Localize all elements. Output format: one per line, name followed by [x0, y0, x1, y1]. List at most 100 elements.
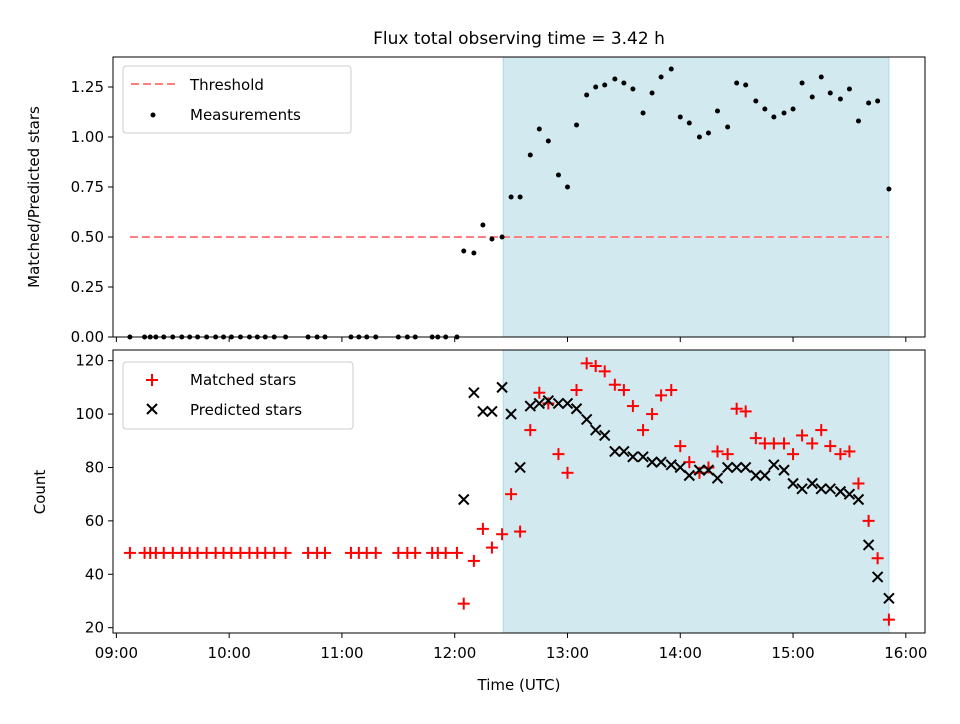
matched-star-point [476, 522, 489, 535]
matched-star-point [824, 440, 837, 453]
predicted-stars-series [458, 381, 895, 604]
bottom-y-tick-label: 20 [85, 619, 104, 637]
measurement-point [545, 138, 551, 144]
measurement-point [489, 236, 495, 242]
measurement-point [686, 120, 692, 126]
matched-star-point [767, 437, 780, 450]
measurement-point [866, 100, 872, 106]
predicted-star-point [580, 413, 593, 426]
predicted-star-point [468, 387, 480, 399]
predicted-star-point [486, 405, 498, 418]
measurement-point [771, 114, 777, 120]
top-y-tick-label: 0.25 [71, 278, 104, 296]
bottom-y-ticks: 20 40 60 80 100 120 [75, 352, 113, 637]
predicted-star-point [570, 403, 583, 415]
measurement-point [855, 118, 861, 124]
measurement-point [471, 250, 477, 256]
measurement-point [705, 130, 711, 136]
legend-measurements-swatch [150, 112, 156, 118]
matched-star-point [796, 429, 809, 442]
x-tick-label: 15:00 [771, 644, 814, 662]
measurement-point [790, 106, 796, 112]
x-tick-label: 10:00 [208, 644, 251, 662]
measurement-point [508, 194, 514, 200]
top-y-tick-label: 0.50 [71, 228, 104, 246]
predicted-star-point [815, 483, 827, 495]
matched-star-point [674, 440, 687, 453]
measurement-point [630, 86, 636, 92]
matched-star-point [561, 466, 574, 479]
measurement-point [837, 96, 843, 102]
predicted-star-point [665, 459, 677, 471]
measurement-point [875, 98, 881, 104]
matched-star-point [787, 448, 800, 461]
matched-star-point [580, 357, 593, 370]
matched-star-point [123, 546, 136, 559]
predicted-star-point [759, 469, 771, 482]
measurement-point [725, 124, 731, 130]
measurement-point [753, 98, 759, 104]
matched-star-point [739, 405, 752, 418]
x-axis-label: Time (UTC) [477, 676, 561, 694]
matched-star-point [450, 546, 463, 559]
matched-star-point [730, 402, 743, 415]
measurement-point [714, 108, 720, 114]
measurement-point [555, 172, 561, 178]
predicted-star-point [683, 469, 696, 482]
matched-stars-series [123, 357, 895, 626]
predicted-star-point [618, 445, 630, 458]
matched-star-point [524, 424, 537, 437]
matched-star-point [655, 389, 668, 402]
predicted-star-point [852, 493, 865, 506]
top-legend: Threshold Measurements [122, 65, 352, 134]
predicted-star-point [477, 405, 489, 418]
top-axes-frame [112, 56, 926, 338]
measurement-point [584, 92, 590, 98]
predicted-star-point [505, 408, 517, 420]
predicted-star-point [834, 485, 847, 498]
bottom-y-tick-label: 80 [85, 458, 104, 476]
bottom-axes-frame [112, 349, 926, 634]
matched-star-point [598, 365, 611, 378]
predicted-star-point [609, 445, 621, 458]
matched-star-point [589, 360, 602, 373]
matched-star-point [552, 448, 565, 461]
predicted-star-point [778, 464, 790, 476]
legend-measurements-label: Measurements [190, 106, 301, 124]
predicted-star-point [796, 483, 808, 495]
matched-star-point [843, 445, 856, 458]
bottom-legend-box [122, 361, 354, 430]
measurement-point [593, 84, 599, 90]
matched-star-point [862, 514, 875, 527]
matched-star-point [778, 437, 791, 450]
predicted-star-point [627, 451, 639, 463]
matched-star-point [505, 488, 518, 501]
measurement-point [762, 106, 768, 112]
bottom-shaded-span [502, 349, 890, 634]
predicted-star-point [787, 477, 799, 490]
bottom-y-tick-label: 40 [85, 565, 104, 583]
predicted-star-point [458, 493, 470, 506]
matched-star-point [882, 613, 895, 626]
matched-star-point [409, 546, 422, 559]
bottom-y-axis-label: Count [31, 470, 49, 515]
legend-predicted-swatch [146, 403, 158, 415]
measurement-point [846, 86, 852, 92]
predicted-star-point [702, 464, 715, 476]
predicted-star-point [739, 461, 752, 474]
predicted-star-point [637, 451, 649, 463]
legend-matched-swatch [146, 374, 158, 386]
measurement-point [527, 152, 533, 158]
measurement-point [612, 76, 618, 82]
predicted-star-point [655, 456, 667, 468]
legend-predicted-label: Predicted stars [190, 401, 302, 419]
predicted-star-point [871, 571, 884, 583]
predicted-star-point [524, 400, 536, 412]
legend-threshold-label: Threshold [189, 76, 264, 94]
bottom-x-ticks: 09:00 10:00 11:00 12:00 13:00 14:00 15:00 16:00 [95, 633, 927, 662]
matched-star-point [646, 408, 659, 421]
x-tick-label: 11:00 [320, 644, 363, 662]
matched-star-point [711, 445, 724, 458]
matched-star-point [617, 384, 630, 397]
